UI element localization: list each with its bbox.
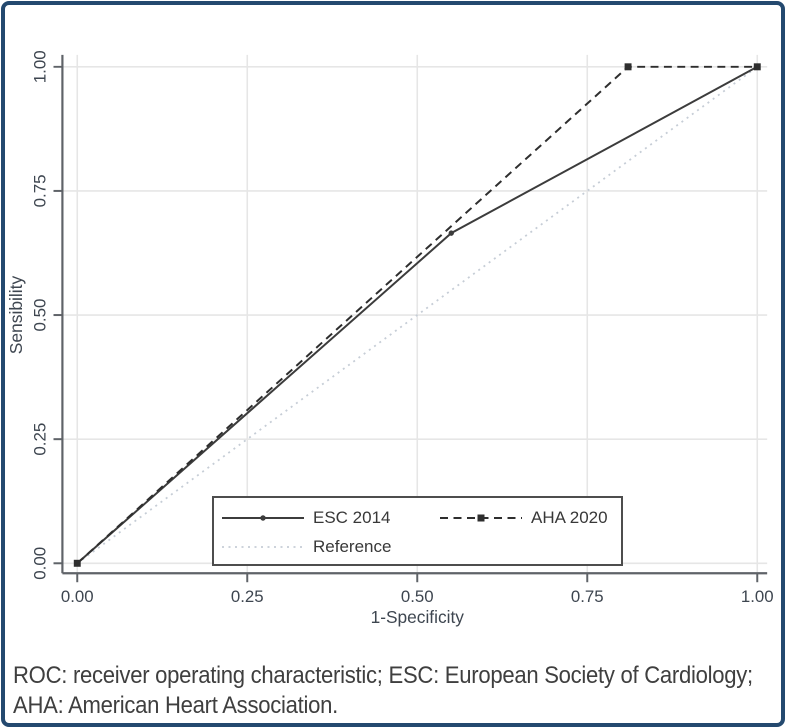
- esc-2014-line-sample: [222, 514, 304, 521]
- svg-text:0.75: 0.75: [31, 174, 50, 207]
- reference-line-sample: [222, 545, 304, 548]
- legend-label-aha-2020: AHA 2020: [531, 507, 608, 527]
- svg-text:Sensibility: Sensibility: [6, 275, 26, 354]
- svg-text:0.75: 0.75: [571, 587, 604, 606]
- svg-text:1.00: 1.00: [31, 50, 50, 83]
- legend-entry-aha-2020: AHA 2020: [440, 508, 621, 528]
- svg-text:0.50: 0.50: [401, 587, 434, 606]
- legend: ESC 2014 AHA 2020 Reference: [212, 496, 623, 566]
- legend-label-reference: Reference: [313, 536, 392, 556]
- svg-text:1.00: 1.00: [741, 587, 774, 606]
- legend-entry-reference: Reference: [222, 537, 440, 557]
- figure-caption: ROC: receiver operating characteristic; …: [13, 661, 753, 721]
- legend-label-esc-2014: ESC 2014: [313, 507, 391, 527]
- svg-text:0.50: 0.50: [31, 299, 50, 332]
- caption-line-1: ROC: receiver operating characteristic; …: [13, 662, 753, 689]
- caption-line-2: AHA: American Heart Association.: [13, 692, 338, 719]
- roc-chart-area: 0.00 0.25 0.50 0.75 1.00 0.00 0.25 0.50 0.75 1.00…: [5, 5, 781, 655]
- svg-text:1-Specificity: 1-Specificity: [371, 607, 465, 627]
- svg-text:0.00: 0.00: [61, 587, 94, 606]
- svg-text:0.25: 0.25: [31, 423, 50, 456]
- legend-entry-esc-2014: ESC 2014: [222, 508, 440, 528]
- svg-text:0.25: 0.25: [231, 587, 264, 606]
- roc-plot: 0.00 0.25 0.50 0.75 1.00 0.00 0.25 0.50 0.75 1.00…: [6, 50, 774, 627]
- svg-text:0.00: 0.00: [31, 547, 50, 580]
- aha-2020-line-sample: [440, 514, 522, 521]
